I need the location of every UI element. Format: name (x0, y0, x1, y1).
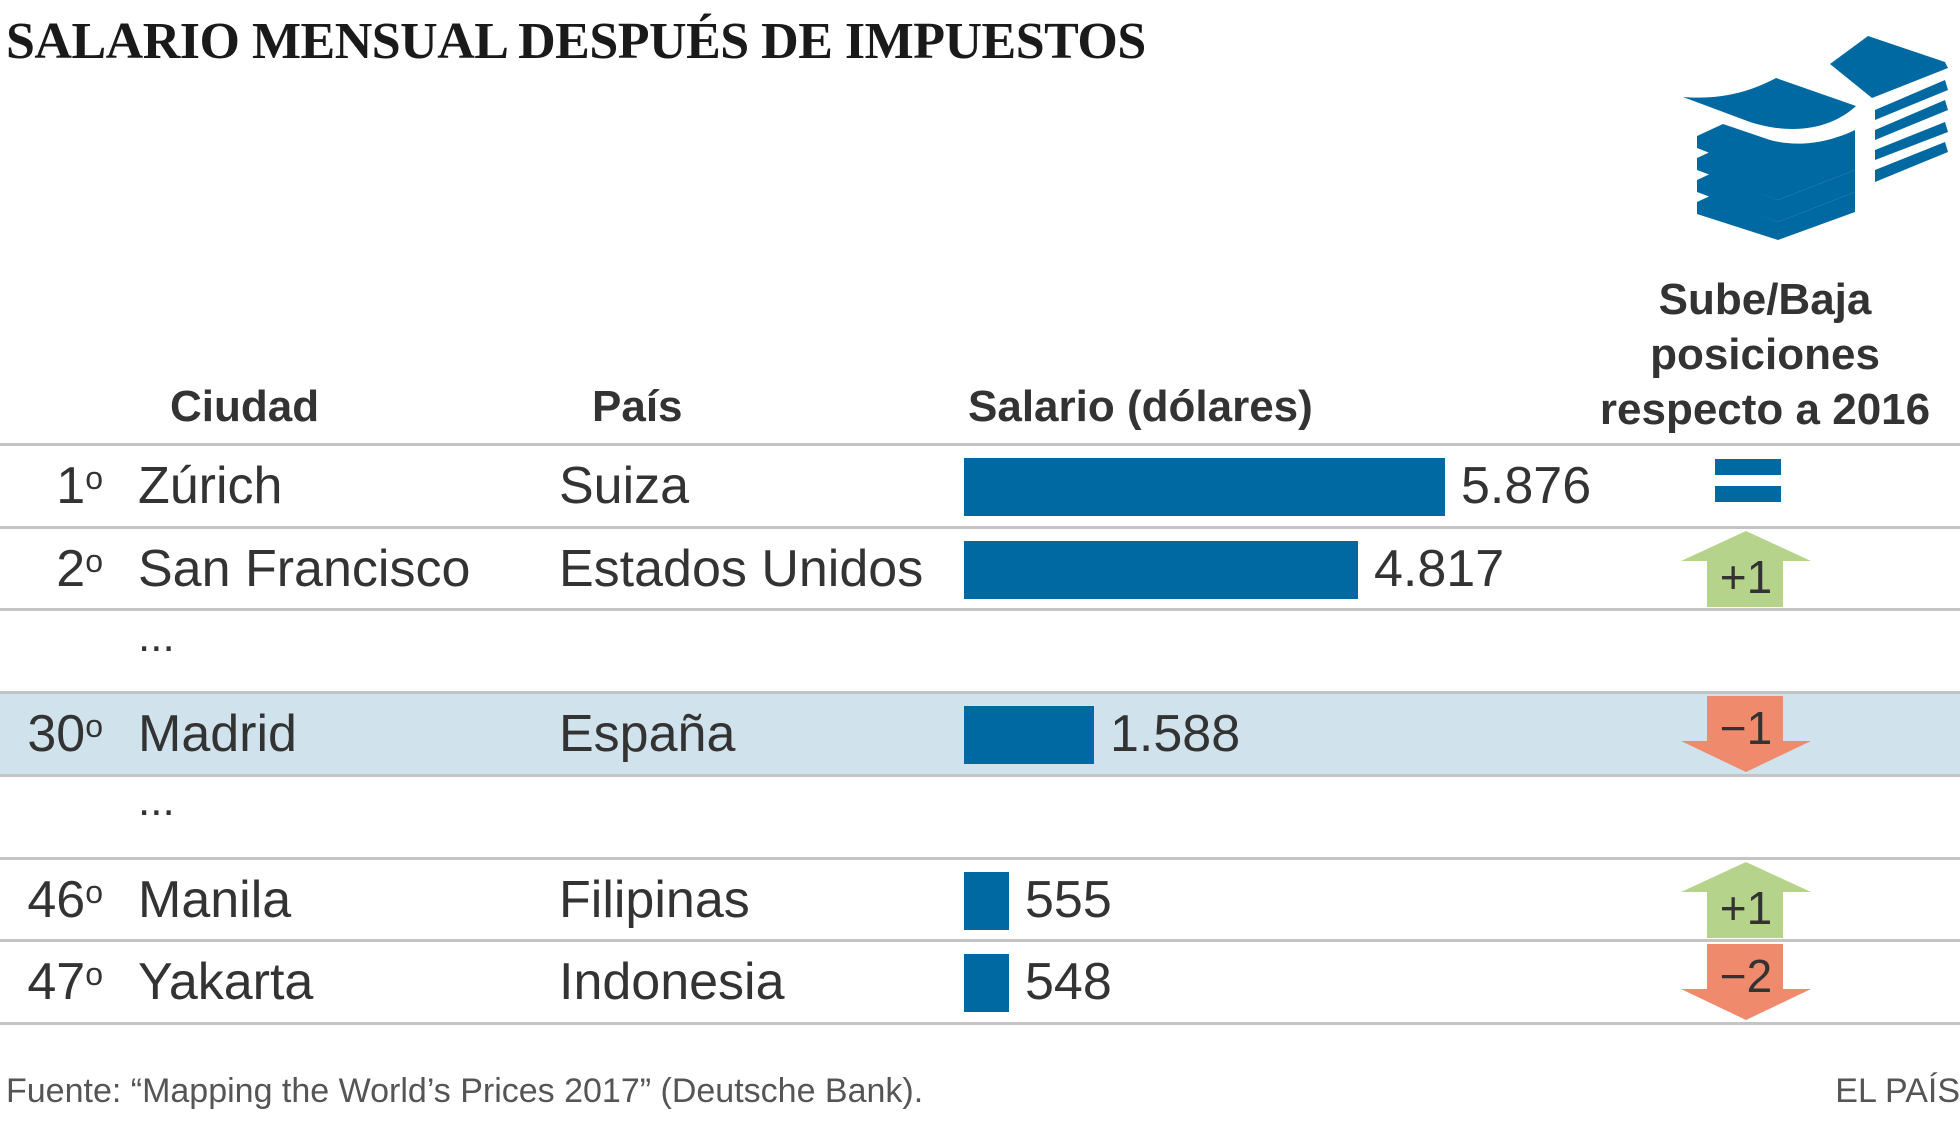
salary-bar (964, 872, 1009, 930)
header-change: Sube/Baja posiciones respecto a 2016 (1560, 272, 1960, 437)
source-note: Fuente: “Mapping the World’s Prices 2017… (6, 1072, 924, 1110)
arrow-down-icon (1681, 696, 1811, 772)
change-value: −2 (1719, 950, 1773, 1002)
header-city: Ciudad (170, 382, 320, 431)
city: San Francisco (138, 540, 471, 598)
table-row: 30o Madrid España 1.588 −1 (0, 694, 1960, 774)
change-value: −1 (1719, 702, 1773, 754)
city: Manila (138, 871, 292, 929)
row-divider (0, 526, 1960, 529)
rank: 47o (27, 953, 103, 1011)
row-divider (0, 857, 1960, 860)
rank: 30o (27, 705, 103, 763)
salary-bar (964, 458, 1445, 516)
ellipsis: ... (138, 612, 175, 661)
country: España (559, 705, 736, 763)
row-divider (0, 443, 1960, 446)
change-value: +1 (1719, 882, 1773, 934)
ellipsis: ... (138, 776, 175, 825)
header-change-line: posiciones (1650, 330, 1880, 379)
money-stack-icon (1683, 36, 1948, 240)
header-country: País (592, 382, 683, 431)
change-value: +1 (1719, 551, 1773, 603)
arrow-down-icon (1681, 944, 1811, 1020)
salary-value: 555 (1025, 871, 1112, 929)
row-divider (0, 774, 1960, 777)
country: Suiza (559, 457, 690, 515)
salary-value: 5.876 (1461, 457, 1592, 515)
salary-value: 1.588 (1110, 705, 1241, 763)
city: Madrid (138, 705, 297, 763)
country: Indonesia (559, 953, 785, 1011)
header-change-line: respecto a 2016 (1599, 385, 1931, 434)
chart-title: SALARIO MENSUAL DESPUÉS DE IMPUESTOS (6, 13, 1146, 70)
arrow-up-icon (1681, 862, 1811, 938)
table-row: 2o San Francisco Estados Unidos 4.817 +1 (0, 529, 1960, 609)
country: Filipinas (559, 871, 750, 929)
rank: 46o (27, 871, 103, 929)
salary-value: 4.817 (1374, 540, 1505, 598)
table-row: 46o Manila Filipinas 555 +1 (0, 860, 1960, 940)
city: Zúrich (138, 457, 283, 515)
salary-bar (964, 706, 1094, 764)
brand-label: EL PAÍS (1835, 1072, 1960, 1110)
row-divider (0, 1022, 1960, 1025)
country: Estados Unidos (559, 540, 924, 598)
table-row: 47o Yakarta Indonesia 548 −2 (0, 942, 1960, 1022)
table-row: 1o Zúrich Suiza 5.876 (0, 446, 1960, 526)
arrow-up-icon (1681, 531, 1811, 607)
header-change-line: Sube/Baja (1658, 275, 1872, 324)
salary-bar (964, 541, 1358, 599)
row-divider (0, 691, 1960, 694)
salary-value: 548 (1025, 953, 1112, 1011)
rank: 2o (56, 540, 103, 598)
row-divider (0, 939, 1960, 942)
city: Yakarta (138, 953, 314, 1011)
rank: 1o (56, 457, 103, 515)
row-divider (0, 608, 1960, 611)
salary-bar (964, 954, 1009, 1012)
equal-icon (1715, 459, 1781, 502)
header-salary: Salario (dólares) (968, 382, 1313, 431)
